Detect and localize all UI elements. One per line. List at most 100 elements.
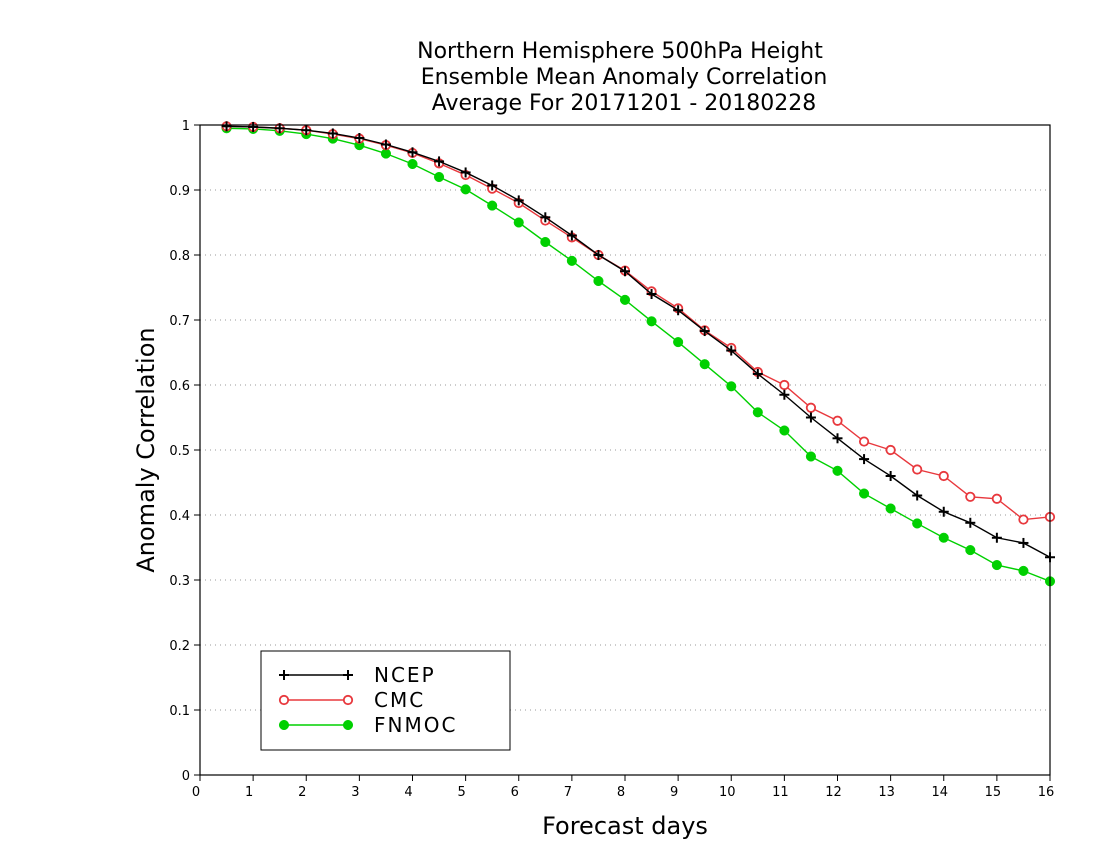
data-point: [726, 381, 737, 392]
data-point: [354, 133, 365, 143]
y-tick-label: 0.8: [169, 249, 190, 264]
y-tick-label: 0.2: [169, 639, 190, 654]
data-point: [912, 464, 923, 475]
data-point: [991, 532, 1002, 543]
data-point: [991, 493, 1002, 504]
series-cmc: [221, 121, 1056, 525]
data-point: [434, 171, 445, 183]
y-tick-label: 1: [182, 119, 190, 134]
legend-label: NCEP: [374, 663, 436, 687]
x-tick-label: 16: [1038, 785, 1055, 800]
data-point: [779, 425, 790, 436]
data-point: [460, 167, 471, 178]
data-point: [248, 121, 259, 132]
x-axis-title: Forecast days: [542, 812, 708, 840]
data-point: [327, 128, 338, 139]
data-point: [859, 488, 870, 499]
data-series: [221, 121, 1056, 587]
series-line-fnmoc: [226, 127, 1051, 582]
data-point: [566, 255, 577, 266]
y-tick-label: 0.7: [169, 314, 190, 329]
legend-marker: [279, 670, 289, 680]
x-tick-label: 13: [878, 785, 895, 800]
y-axis-ticks: 0 0.1 0.2 0.3 0.4 0.5 0.6 0.7 0.8 0.9 1: [169, 119, 200, 784]
x-tick-label: 1: [245, 785, 253, 800]
x-tick-label: 6: [511, 785, 519, 800]
data-point: [566, 230, 577, 241]
data-point: [938, 506, 949, 517]
title-line-2: Ensemble Mean Anomaly Correlation: [421, 65, 828, 90]
x-tick-label: 0: [192, 785, 200, 800]
data-point: [805, 402, 817, 413]
data-point: [407, 158, 418, 170]
data-point: [965, 517, 976, 528]
y-tick-label: 0: [182, 769, 190, 784]
legend-label: CMC: [374, 688, 425, 712]
legend-marker: [342, 719, 354, 731]
x-tick-label: 10: [719, 785, 736, 800]
data-point: [1018, 514, 1029, 525]
data-point: [832, 415, 843, 426]
y-tick-label: 0.9: [169, 184, 190, 199]
y-axis-title: Anomaly Correlation: [132, 327, 160, 572]
data-point: [752, 368, 763, 379]
title-line-1: Northern Hemisphere 500hPa Height: [417, 39, 823, 64]
data-point: [885, 444, 896, 456]
x-tick-label: 9: [670, 785, 678, 800]
legend-label: FNMOC: [374, 713, 457, 737]
x-tick-label: 2: [298, 785, 306, 800]
data-point: [460, 184, 471, 195]
data-point: [752, 407, 763, 418]
data-point: [619, 294, 631, 305]
data-point: [1018, 537, 1029, 548]
data-point: [487, 180, 498, 191]
data-point: [858, 436, 870, 447]
series-fnmoc: [221, 123, 1056, 587]
data-point: [991, 560, 1002, 571]
legend-marker: [342, 694, 354, 706]
data-point: [646, 289, 657, 299]
data-point: [699, 326, 710, 337]
x-tick-label: 15: [985, 785, 1002, 800]
legend-marker: [278, 719, 290, 731]
plot-frame: [199, 124, 1051, 776]
data-point: [593, 275, 604, 287]
data-point: [540, 236, 551, 248]
x-tick-label: 12: [825, 785, 842, 800]
data-point: [434, 156, 445, 167]
x-tick-label: 7: [564, 785, 572, 800]
data-point: [965, 545, 976, 556]
data-point: [779, 389, 790, 400]
data-point: [832, 433, 843, 444]
x-axis-ticks: 0 1 2 3 4 5 6 7 8 9 10 11 12 13 14 15 16: [192, 775, 1054, 800]
gridlines: [200, 189, 1050, 711]
data-point: [965, 491, 976, 502]
data-point: [540, 212, 551, 223]
data-point: [380, 139, 391, 150]
chart-title: Northern Hemisphere 500hPa Height Ensemb…: [417, 39, 827, 116]
x-tick-label: 8: [617, 785, 625, 800]
x-tick-label: 14: [931, 785, 948, 800]
data-point: [885, 471, 896, 481]
data-point: [885, 503, 896, 514]
data-point: [646, 316, 657, 327]
data-point: [673, 305, 684, 316]
data-point: [513, 217, 524, 228]
data-point: [699, 359, 710, 370]
data-point: [221, 121, 232, 132]
data-point: [805, 412, 816, 423]
y-tick-label: 0.1: [169, 704, 190, 719]
data-point: [832, 465, 843, 476]
data-point: [938, 532, 949, 543]
data-point: [912, 490, 923, 501]
data-point: [407, 147, 418, 158]
data-point: [673, 337, 684, 348]
x-tick-label: 11: [772, 785, 789, 800]
y-tick-label: 0.5: [169, 444, 190, 459]
legend-item-cmc: CMC: [278, 688, 425, 712]
y-tick-label: 0.4: [169, 509, 190, 524]
data-point: [1018, 565, 1029, 576]
y-tick-label: 0.3: [169, 574, 190, 589]
